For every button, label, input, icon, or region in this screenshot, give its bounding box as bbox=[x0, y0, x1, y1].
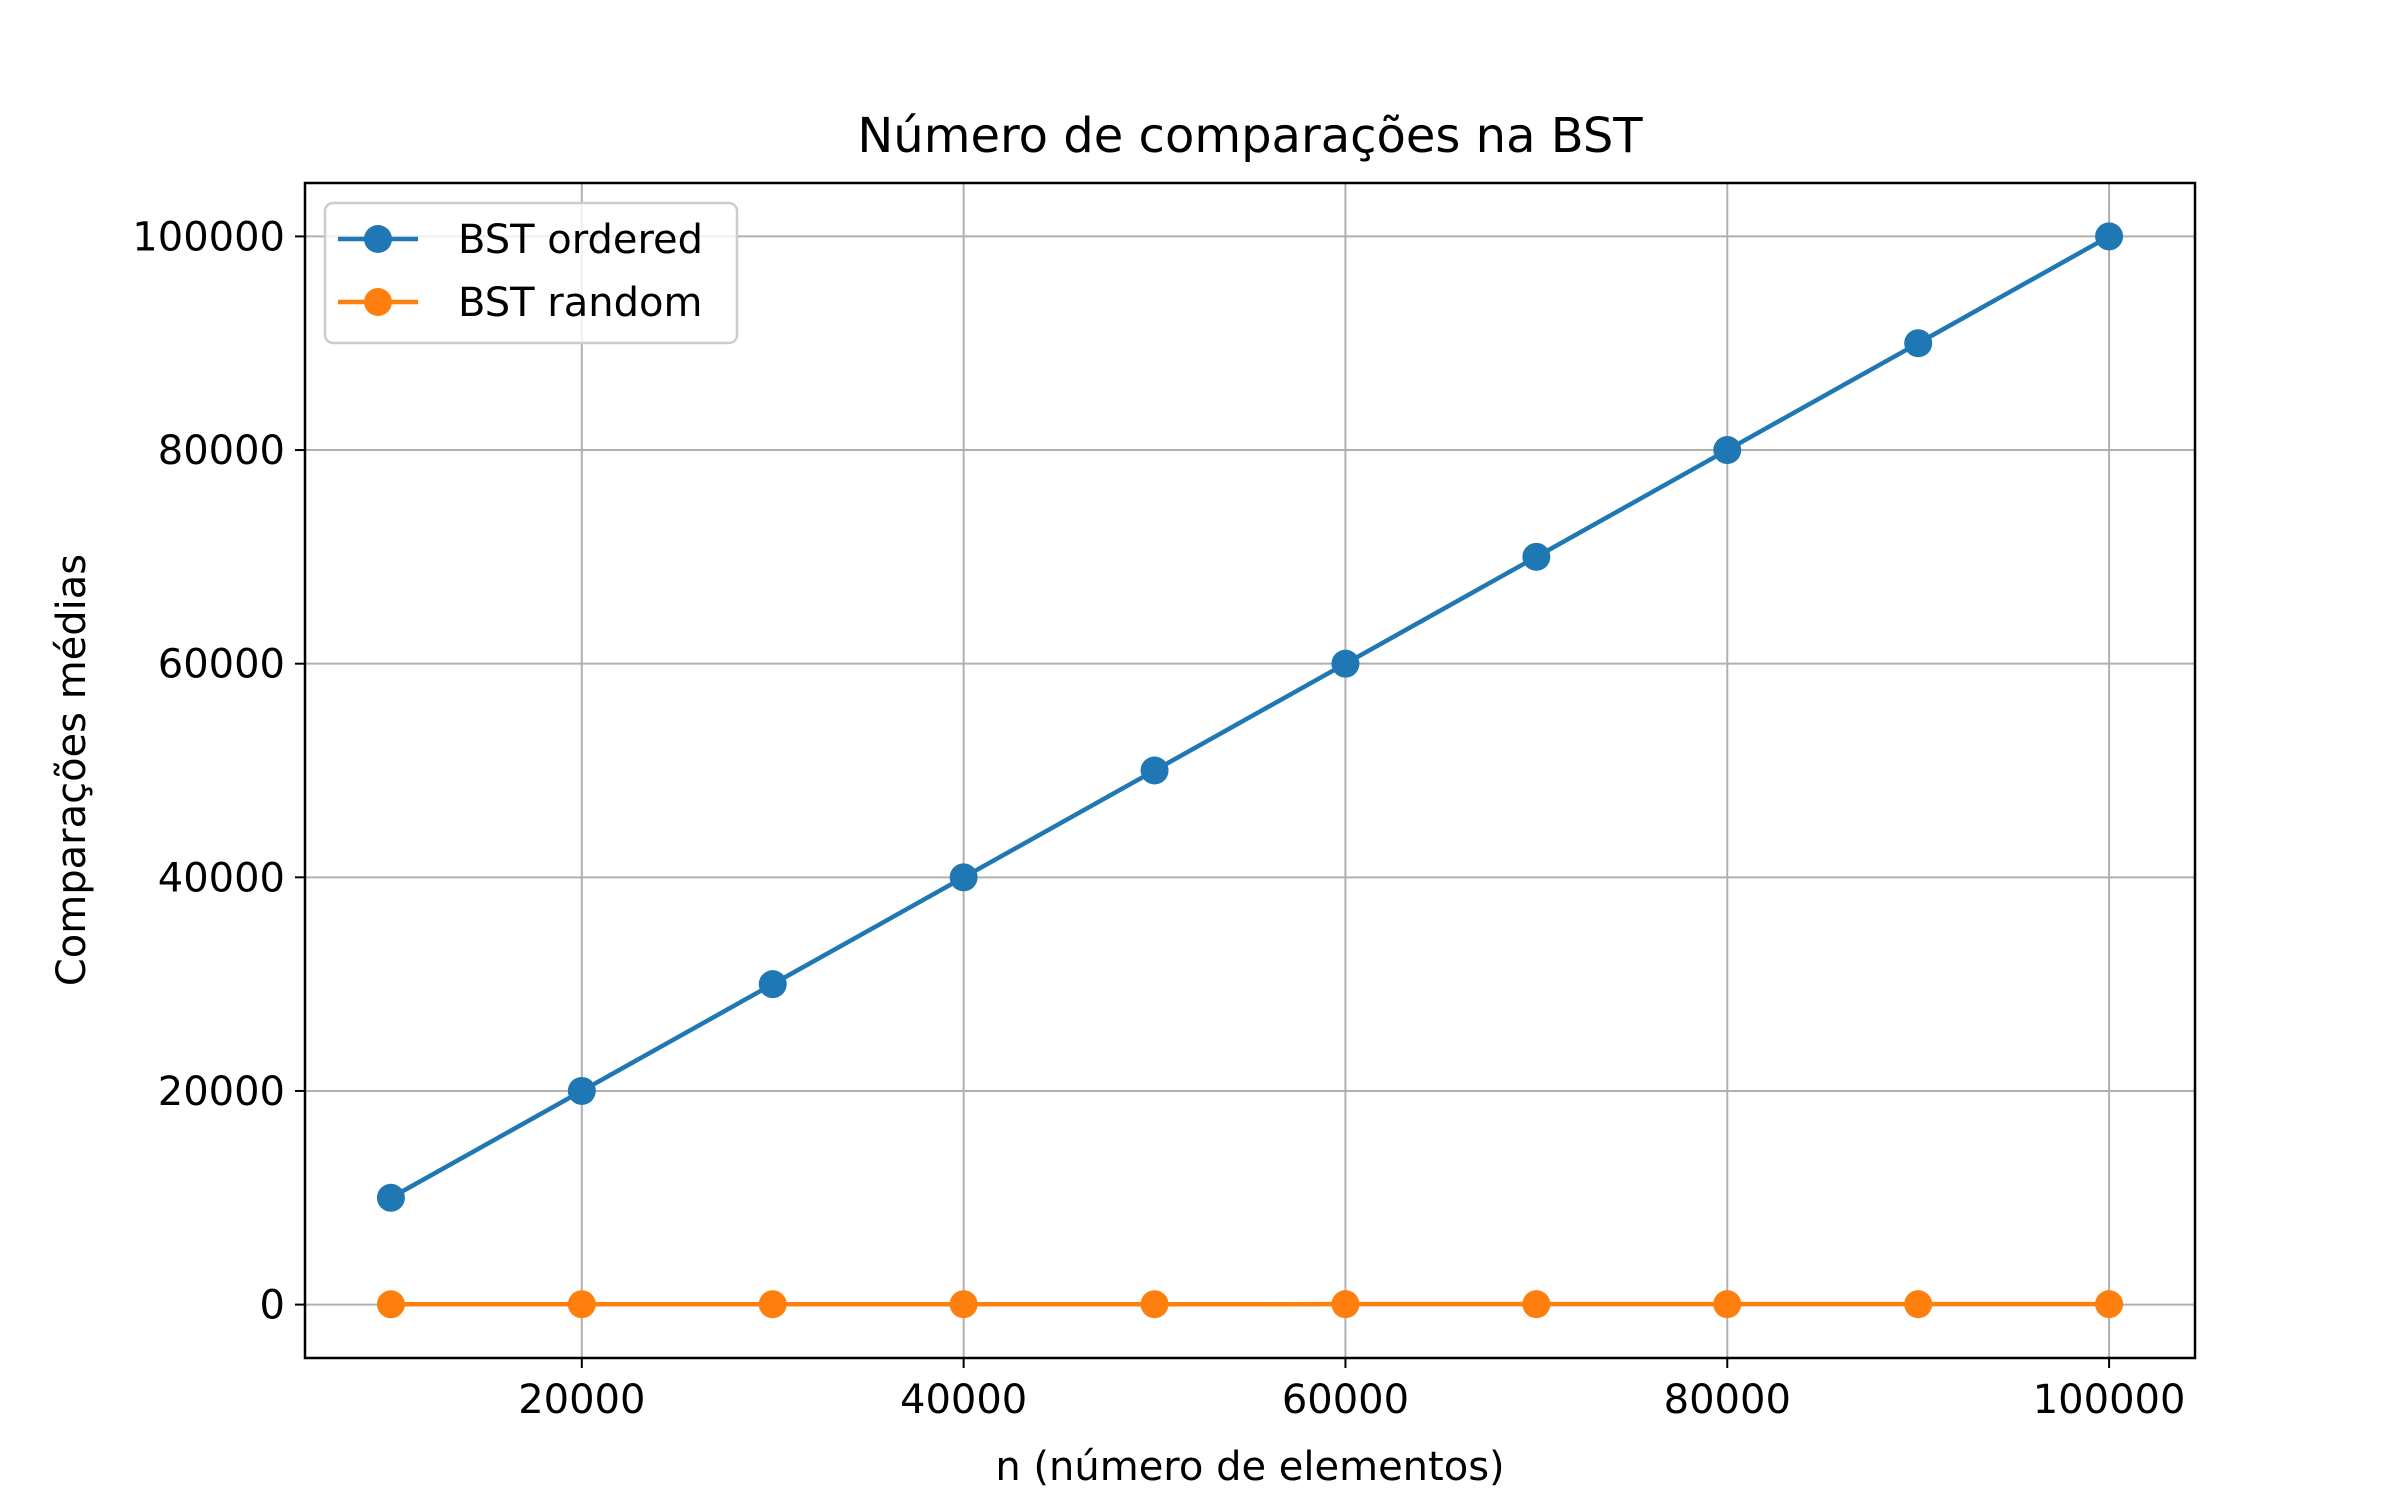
series-line-bst-ordered bbox=[389, 234, 2111, 1200]
grid bbox=[305, 183, 2195, 1358]
data-point-bst-ordered bbox=[1331, 649, 1360, 678]
legend-label-bst-random: BST random bbox=[458, 280, 702, 326]
data-point-bst-random bbox=[1140, 1290, 1169, 1319]
legend-marker-bst-ordered bbox=[364, 225, 392, 253]
series-bst-ordered bbox=[376, 222, 2124, 1212]
data-point-bst-ordered bbox=[567, 1076, 596, 1105]
data-point-bst-ordered bbox=[1713, 436, 1742, 465]
data-point-bst-ordered bbox=[376, 1183, 405, 1212]
data-point-bst-random bbox=[2095, 1290, 2124, 1319]
data-point-bst-ordered bbox=[1140, 756, 1169, 785]
x-axis-label: n (número de elementos) bbox=[995, 1444, 1504, 1490]
data-point-bst-random bbox=[1331, 1290, 1360, 1319]
legend-marker-bst-random bbox=[364, 288, 392, 316]
data-point-bst-random bbox=[1904, 1290, 1933, 1319]
x-tick-label: 40000 bbox=[900, 1377, 1027, 1423]
data-point-bst-random bbox=[758, 1290, 787, 1319]
y-tick-label: 80000 bbox=[158, 428, 285, 474]
chart-title: Número de comparações na BST bbox=[857, 108, 1643, 164]
y-tick-label: 100000 bbox=[132, 214, 285, 260]
y-tick-label: 60000 bbox=[158, 642, 285, 688]
legend-box bbox=[323, 201, 739, 345]
x-axis-ticks: 20000 40000 60000 80000 100000 bbox=[518, 1358, 2185, 1423]
legend: BST ordered BST random bbox=[323, 201, 739, 345]
data-point-bst-random bbox=[1522, 1290, 1551, 1319]
data-point-bst-ordered bbox=[758, 970, 787, 999]
x-tick-label: 20000 bbox=[518, 1377, 645, 1423]
data-point-bst-random bbox=[949, 1290, 978, 1319]
x-tick-label: 80000 bbox=[1664, 1377, 1791, 1423]
data-point-bst-ordered bbox=[2095, 222, 2124, 251]
y-tick-label: 40000 bbox=[158, 855, 285, 901]
legend-label-bst-ordered: BST ordered bbox=[458, 217, 703, 263]
data-point-bst-ordered bbox=[949, 863, 978, 892]
series-bst-random bbox=[376, 1290, 2124, 1319]
x-tick-label: 100000 bbox=[2033, 1377, 2186, 1423]
legend-entry-bst-random: BST random bbox=[338, 280, 702, 326]
data-point-bst-random bbox=[376, 1290, 405, 1319]
y-tick-label: 0 bbox=[260, 1283, 285, 1329]
plot-area-frame bbox=[303, 181, 2197, 1360]
series-layer bbox=[376, 222, 2124, 1319]
legend-entry-bst-ordered: BST ordered bbox=[338, 217, 703, 263]
data-point-bst-random bbox=[567, 1290, 596, 1319]
data-point-bst-ordered bbox=[1904, 329, 1933, 358]
data-point-bst-random bbox=[1713, 1290, 1742, 1319]
y-axis-ticks: 0 20000 40000 60000 80000 100000 bbox=[132, 214, 305, 1329]
y-tick-label: 20000 bbox=[158, 1069, 285, 1115]
y-axis-label: Comparações médias bbox=[49, 554, 95, 986]
x-tick-label: 60000 bbox=[1282, 1377, 1409, 1423]
data-point-bst-ordered bbox=[1522, 542, 1551, 571]
